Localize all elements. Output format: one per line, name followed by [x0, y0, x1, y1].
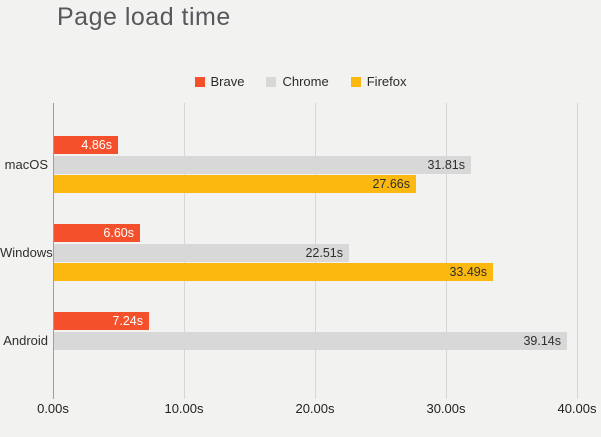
bar-firefox-windows: 33.49s [54, 263, 493, 281]
bar-brave-macos: 4.86s [54, 136, 118, 154]
chart-legend: Brave Chrome Firefox [0, 74, 601, 89]
chart-title: Page load time [57, 3, 231, 31]
x-tick-label: 40.00s [557, 401, 597, 416]
legend-swatch-icon [266, 76, 277, 87]
legend-swatch-icon [350, 76, 361, 87]
legend-item-firefox: Firefox [350, 74, 407, 89]
bar-chrome-windows: 22.51s [54, 244, 349, 262]
legend-item-chrome: Chrome [266, 74, 329, 89]
x-tick-label: 20.00s [295, 401, 335, 416]
bar-chrome-macos: 31.81s [54, 156, 471, 174]
gridline [577, 103, 578, 399]
x-tick-label: 10.00s [164, 401, 204, 416]
gridline [446, 103, 447, 399]
x-tick-label: 30.00s [426, 401, 466, 416]
bar-firefox-macos: 27.66s [54, 175, 416, 193]
x-tick-label: 0.00s [37, 401, 69, 416]
bar-brave-windows: 6.60s [54, 224, 140, 242]
category-label-android: Android [3, 332, 48, 348]
legend-swatch-icon [194, 76, 205, 87]
bar-brave-android: 7.24s [54, 312, 149, 330]
bar-chrome-android: 39.14s [54, 332, 567, 350]
legend-label: Brave [210, 74, 245, 89]
legend-item-brave: Brave [194, 74, 245, 89]
category-label-macos: macOS [4, 156, 48, 172]
category-label-windows: Windows [0, 244, 53, 260]
legend-label: Firefox [366, 74, 407, 89]
legend-label: Chrome [282, 74, 329, 89]
y-axis-line [53, 103, 54, 399]
